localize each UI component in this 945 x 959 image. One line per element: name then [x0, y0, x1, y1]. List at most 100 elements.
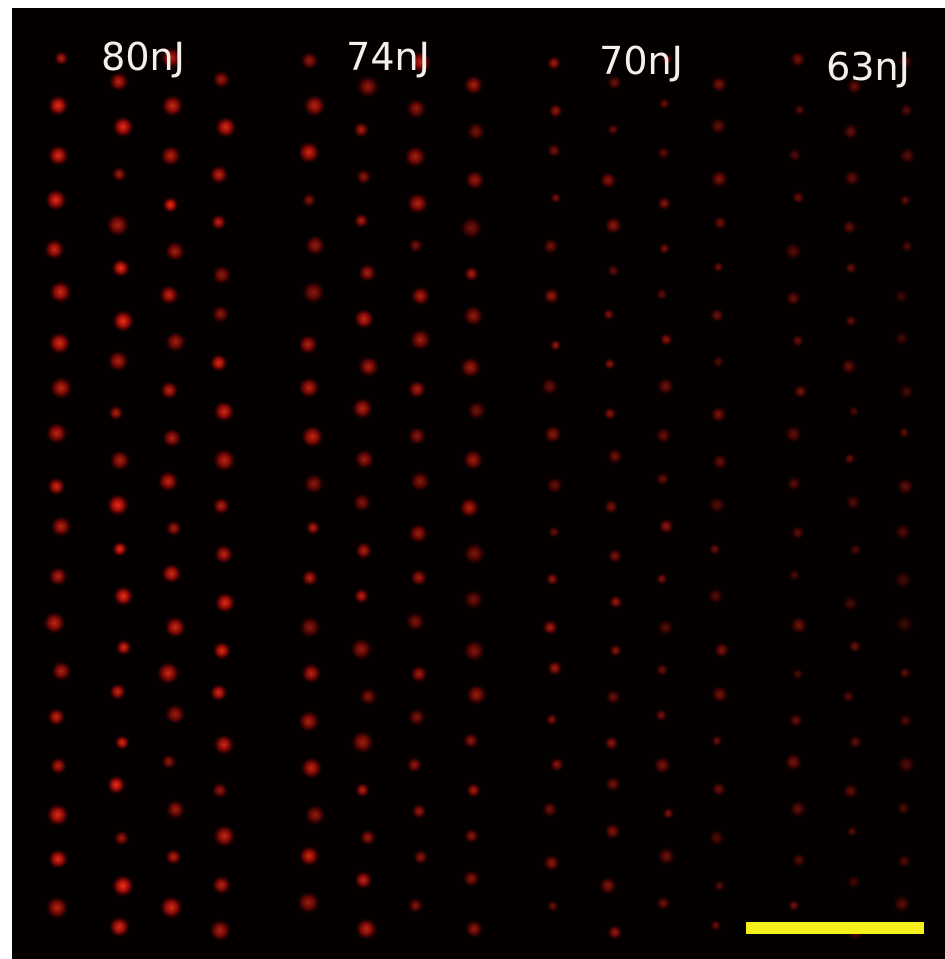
spot — [356, 169, 372, 185]
spot — [354, 449, 374, 469]
spot — [45, 189, 67, 211]
spot — [604, 736, 619, 751]
spot — [550, 192, 561, 203]
spot — [546, 573, 559, 586]
spot — [899, 667, 912, 680]
spot — [785, 425, 802, 442]
spot — [463, 870, 480, 887]
spot — [404, 146, 426, 168]
spot — [844, 170, 860, 186]
spot — [848, 735, 862, 749]
spot — [164, 616, 186, 638]
spot — [298, 711, 320, 733]
spot — [215, 116, 237, 138]
spot — [895, 615, 913, 633]
spot — [51, 516, 72, 537]
spot — [114, 830, 130, 846]
spot — [300, 757, 322, 779]
spot — [463, 305, 484, 326]
spot — [116, 639, 132, 655]
energy-label: 80nJ — [101, 35, 185, 79]
spot — [897, 478, 914, 495]
spot — [845, 262, 858, 275]
spot — [112, 310, 134, 332]
spot — [48, 332, 71, 355]
spot — [543, 854, 560, 871]
spot — [842, 596, 858, 612]
spot — [161, 95, 183, 117]
spot — [849, 543, 862, 556]
spot — [353, 122, 369, 138]
micrograph: 80nJ 74nJ 70nJ 63nJ — [0, 0, 945, 959]
spot — [305, 804, 326, 825]
spot — [112, 116, 134, 138]
energy-label: 63nJ — [826, 45, 910, 89]
spot — [108, 405, 123, 420]
spot — [710, 406, 727, 423]
spot — [603, 308, 615, 320]
spot — [46, 896, 69, 919]
scale-bar — [746, 922, 924, 934]
spot — [656, 288, 668, 300]
spot — [301, 52, 319, 70]
spot — [791, 334, 804, 347]
spot — [48, 849, 68, 869]
spot — [844, 453, 855, 464]
spot — [463, 449, 484, 470]
spot — [165, 331, 186, 352]
spot — [848, 640, 861, 653]
spot — [897, 855, 911, 869]
spot — [606, 690, 621, 705]
spot — [354, 871, 373, 890]
spot — [656, 573, 668, 585]
spot — [848, 406, 859, 417]
spot — [708, 496, 726, 514]
spot — [897, 756, 915, 774]
spot — [50, 377, 73, 400]
image-background — [12, 8, 945, 959]
spot — [359, 687, 377, 705]
spot — [358, 356, 379, 377]
spot — [653, 756, 671, 774]
spot — [44, 239, 65, 260]
spot — [158, 471, 179, 492]
spot — [46, 804, 69, 827]
spot — [413, 850, 428, 865]
spot — [843, 783, 859, 799]
spot — [463, 543, 485, 565]
spot — [714, 880, 725, 891]
spot — [411, 804, 426, 819]
spot — [299, 616, 321, 638]
spot — [784, 753, 802, 771]
spot — [302, 193, 316, 207]
spot — [542, 620, 558, 636]
spot — [47, 708, 65, 726]
spot — [166, 800, 186, 820]
spot — [160, 381, 178, 399]
spot — [49, 281, 72, 304]
spot — [411, 286, 431, 306]
spot — [710, 920, 721, 931]
spot — [213, 825, 236, 848]
spot — [899, 147, 915, 163]
spot — [408, 426, 427, 445]
spot — [159, 285, 179, 305]
spot — [212, 875, 231, 894]
spot — [107, 494, 129, 516]
spot — [354, 588, 370, 604]
spot — [112, 875, 134, 897]
spot — [46, 422, 68, 444]
spot — [466, 783, 481, 798]
spot — [713, 261, 724, 272]
spot — [353, 493, 372, 512]
spot — [711, 76, 728, 93]
spot — [899, 194, 911, 206]
spot — [842, 690, 855, 703]
spot — [160, 896, 183, 919]
spot — [408, 524, 428, 544]
spot — [408, 898, 423, 913]
spot — [302, 281, 325, 304]
spot — [547, 56, 561, 70]
spot — [50, 757, 67, 774]
spot — [112, 167, 127, 182]
